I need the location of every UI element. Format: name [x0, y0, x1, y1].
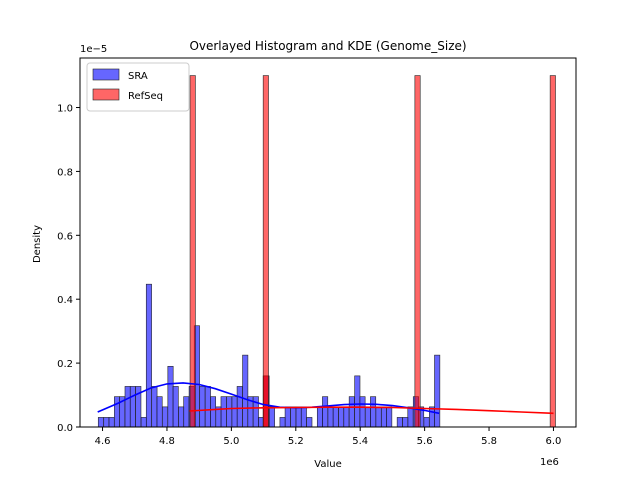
histogram-bar-sra-2 [108, 417, 115, 428]
histogram-bar-sra-8 [140, 417, 147, 428]
histogram-bar-sra-55 [407, 406, 414, 428]
histogram-bar-sra-27 [242, 354, 249, 428]
histogram-bar-sra-1 [103, 417, 110, 428]
histogram-bar-sra-41 [327, 406, 334, 428]
histogram-bar-sra-11 [156, 396, 163, 428]
y-axis-title: Density [32, 225, 43, 263]
histogram-bar-sra-6 [129, 386, 136, 428]
histogram-bar-refseq-2 [262, 75, 269, 428]
histogram-bar-sra-23 [220, 396, 227, 428]
legend-label-sra: SRA [128, 71, 148, 82]
histogram-bar-sra-38 [306, 417, 313, 428]
histogram-bar-sra-16 [183, 396, 190, 428]
histogram-bar-refseq-3 [414, 75, 421, 428]
histogram-bar-sra-54 [402, 417, 409, 428]
histogram-bar-sra-39 [316, 406, 323, 428]
histogram-bar-sra-47 [359, 396, 366, 428]
kde-line-refseq [189, 406, 554, 415]
y-tick-label: 0.8 [57, 167, 73, 178]
histogram-bar-sra-9 [145, 283, 152, 428]
histogram-bar-refseq-0 [189, 75, 196, 428]
y-offset-label: 1e−5 [80, 44, 107, 55]
histogram-bar-sra-44 [343, 406, 350, 428]
legend-label-refseq: RefSeq [128, 91, 163, 102]
x-tick-label: 4.8 [159, 436, 175, 447]
histogram-bar-sra-37 [300, 406, 307, 428]
x-tick-label: 4.6 [95, 436, 111, 447]
x-tick-label: 5.0 [223, 436, 239, 447]
histogram-bar-sra-51 [381, 406, 388, 428]
histogram-bar-sra-21 [210, 396, 216, 428]
kde-line-sra [97, 382, 440, 415]
histogram-bar-sra-3 [114, 396, 121, 428]
histogram-bar-sra-26 [236, 386, 243, 428]
histogram-bar-sra-15 [178, 406, 185, 428]
histogram-bar-sra-32 [268, 406, 275, 428]
histogram-bar-sra-49 [370, 396, 377, 428]
histogram-bar-sra-33 [279, 417, 286, 428]
histogram-bar-sra-5 [124, 386, 131, 428]
histogram-bar-sra-59 [429, 406, 436, 428]
y-tick-label: 0.0 [57, 423, 73, 434]
x-tick-label: 5.4 [352, 436, 368, 447]
histogram-bar-sra-10 [151, 386, 158, 428]
histogram-bar-sra-53 [396, 417, 403, 428]
y-tick-label: 1.0 [57, 104, 73, 115]
histogram-bar-sra-50 [375, 406, 382, 428]
histogram-bar-sra-58 [423, 417, 430, 428]
x-tick-label: 6.0 [546, 436, 562, 447]
x-axis-title: Value [314, 459, 341, 470]
histogram-bar-sra-46 [354, 375, 361, 428]
histogram-bar-refseq-4 [549, 75, 556, 428]
histogram-bar-sra-45 [348, 396, 355, 428]
histogram-bar-sra-60 [434, 354, 441, 428]
histogram-bar-sra-35 [290, 406, 297, 428]
histogram-bar-sra-20 [204, 386, 211, 428]
histogram-bar-sra-48 [364, 406, 371, 428]
legend-swatch-refseq [92, 88, 120, 101]
histogram-bar-sra-42 [332, 406, 339, 428]
histogram-bar-sra-19 [199, 386, 206, 428]
histogram-bar-sra-52 [386, 406, 393, 428]
plot-frame [79, 57, 577, 428]
x-tick-label: 5.2 [288, 436, 304, 447]
histogram-bar-sra-25 [231, 396, 238, 428]
histogram-bar-sra-24 [226, 396, 233, 428]
histogram-bar-sra-12 [162, 406, 169, 428]
y-tick-label: 0.6 [57, 231, 73, 242]
x-tick-label: 5.8 [481, 436, 497, 447]
y-tick-label: 0.4 [57, 295, 73, 306]
histogram-bar-sra-0 [97, 417, 104, 428]
legend-swatch-sra [92, 68, 120, 81]
histogram-bar-sra-36 [295, 406, 302, 428]
histogram-bar-sra-43 [338, 406, 345, 428]
x-offset-label: 1e6 [540, 457, 559, 468]
histogram-bar-sra-34 [284, 406, 291, 428]
x-tick-label: 5.6 [417, 436, 433, 447]
chart-title: Overlayed Histogram and KDE (Genome_Size… [189, 39, 466, 53]
histogram-bar-sra-13 [167, 365, 174, 428]
histogram-bar-sra-40 [322, 396, 329, 428]
y-tick-label: 0.2 [57, 359, 73, 370]
histogram-bar-sra-14 [172, 386, 179, 428]
